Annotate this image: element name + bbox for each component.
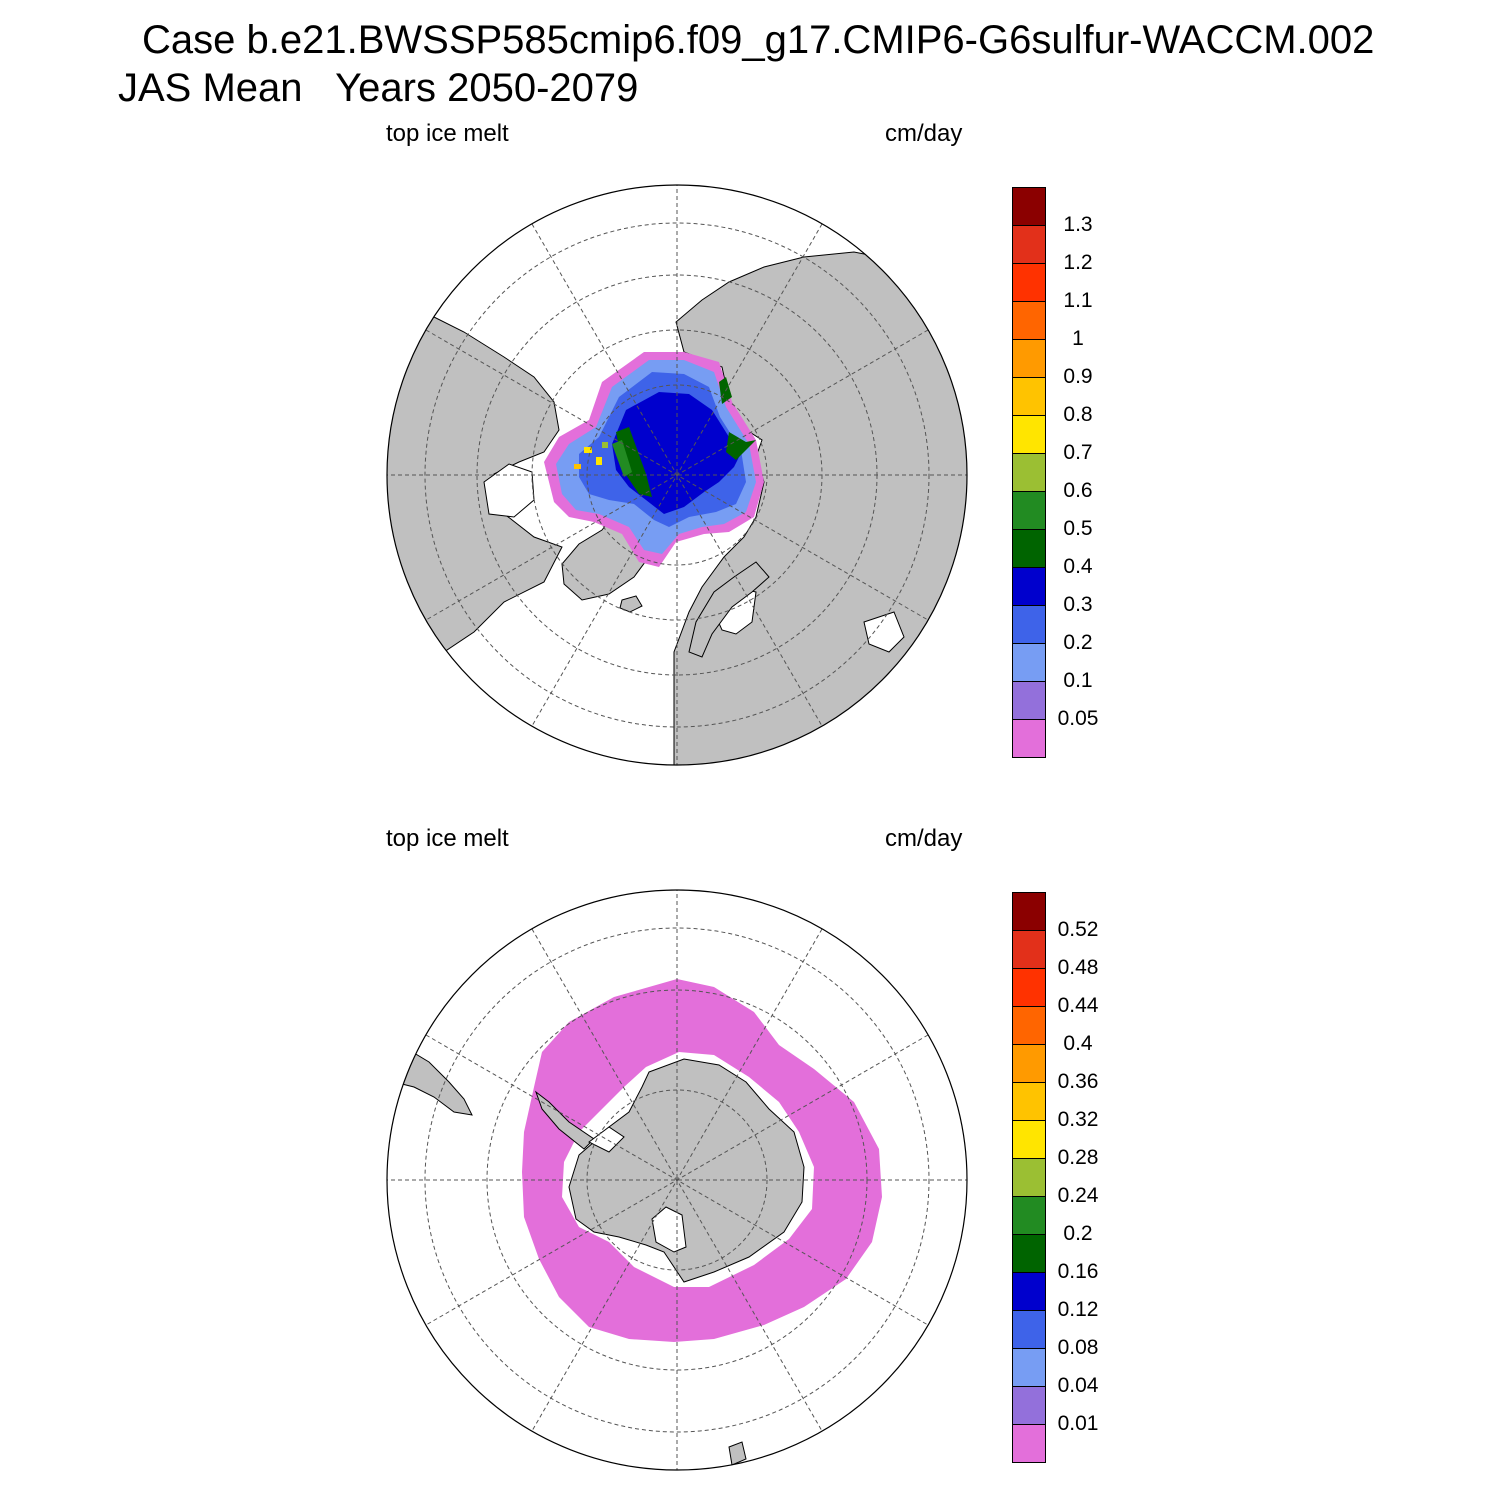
colorbar-box bbox=[1012, 301, 1046, 340]
south-left-label: top ice melt bbox=[386, 825, 509, 852]
colorbar-tick-label: 0.04 bbox=[1057, 1374, 1099, 1397]
colorbar-tick-label: 0.4 bbox=[1063, 1032, 1093, 1055]
colorbar-tick-label: 0.05 bbox=[1057, 707, 1099, 730]
colorbar-tick-label: 1.2 bbox=[1063, 251, 1093, 274]
colorbar-tick-label: 0.08 bbox=[1057, 1336, 1099, 1359]
north-colorbar bbox=[1012, 187, 1046, 758]
colorbar-box bbox=[1012, 491, 1046, 530]
colorbar-box bbox=[1012, 1158, 1046, 1197]
south-colorbar bbox=[1012, 892, 1046, 1463]
colorbar-tick-label: 1.3 bbox=[1063, 213, 1093, 236]
colorbar-tick-label: 0.1 bbox=[1063, 669, 1093, 692]
colorbar-box bbox=[1012, 719, 1046, 758]
colorbar-box bbox=[1012, 225, 1046, 264]
colorbar-box bbox=[1012, 605, 1046, 644]
colorbar-tick-label: 0.6 bbox=[1063, 479, 1093, 502]
colorbar-tick-label: 0.01 bbox=[1057, 1412, 1099, 1435]
colorbar-box bbox=[1012, 453, 1046, 492]
colorbar-box bbox=[1012, 892, 1046, 931]
colorbar-box bbox=[1012, 377, 1046, 416]
colorbar-box bbox=[1012, 1310, 1046, 1349]
sea-ice-0.01 bbox=[522, 979, 882, 1342]
colorbar-box bbox=[1012, 1082, 1046, 1121]
scandinavia bbox=[688, 561, 770, 658]
south-polar-map bbox=[384, 887, 970, 1473]
colorbar-tick-label: 0.32 bbox=[1057, 1108, 1099, 1131]
colorbar-tick-label: 0.7 bbox=[1063, 441, 1093, 464]
colorbar-tick-label: 0.28 bbox=[1057, 1146, 1099, 1169]
colorbar-box bbox=[1012, 1044, 1046, 1083]
colorbar-tick-label: 0.2 bbox=[1063, 631, 1093, 654]
colorbar-box bbox=[1012, 415, 1046, 454]
colorbar-tick-label: 0.12 bbox=[1057, 1298, 1099, 1321]
south-right-label: cm/day bbox=[885, 825, 963, 852]
colorbar-box bbox=[1012, 263, 1046, 302]
colorbar-box bbox=[1012, 1348, 1046, 1387]
north-america-landmass bbox=[387, 291, 563, 663]
colorbar-box bbox=[1012, 1386, 1046, 1425]
colorbar-box bbox=[1012, 1006, 1046, 1045]
colorbar-tick-label: 0.52 bbox=[1057, 918, 1099, 941]
colorbar-box bbox=[1012, 643, 1046, 682]
colorbar-box bbox=[1012, 681, 1046, 720]
colorbar-tick-label: 0.44 bbox=[1057, 994, 1099, 1017]
colorbar-box bbox=[1012, 187, 1046, 226]
colorbar-tick-label: 0.24 bbox=[1057, 1184, 1099, 1207]
colorbar-tick-label: 0.36 bbox=[1057, 1070, 1099, 1093]
figure-title: Case b.e21.BWSSP585cmip6.f09_g17.CMIP6-G… bbox=[142, 18, 1375, 62]
colorbar-tick-label: 0.48 bbox=[1057, 956, 1099, 979]
colorbar-tick-label: 1.1 bbox=[1063, 289, 1093, 312]
colorbar-tick-label: 0.3 bbox=[1063, 593, 1093, 616]
iceland bbox=[619, 595, 643, 613]
colorbar-box bbox=[1012, 1272, 1046, 1311]
colorbar-tick-label: 0.2 bbox=[1063, 1222, 1093, 1245]
north-left-label: top ice melt bbox=[386, 120, 509, 147]
colorbar-box bbox=[1012, 968, 1046, 1007]
colorbar-tick-label: 0.16 bbox=[1057, 1260, 1099, 1283]
colorbar-box bbox=[1012, 1424, 1046, 1463]
colorbar-tick-label: 0.8 bbox=[1063, 403, 1093, 426]
colorbar-tick-label: 1 bbox=[1072, 327, 1084, 350]
figure-subtitle: JAS Mean Years 2050-2079 bbox=[118, 66, 639, 110]
north-polar-map bbox=[384, 182, 970, 768]
north-right-label: cm/day bbox=[885, 120, 963, 147]
colorbar-tick-label: 0.9 bbox=[1063, 365, 1093, 388]
colorbar-tick-label: 0.4 bbox=[1063, 555, 1093, 578]
colorbar-tick-label: 0.5 bbox=[1063, 517, 1093, 540]
colorbar-box bbox=[1012, 567, 1046, 606]
